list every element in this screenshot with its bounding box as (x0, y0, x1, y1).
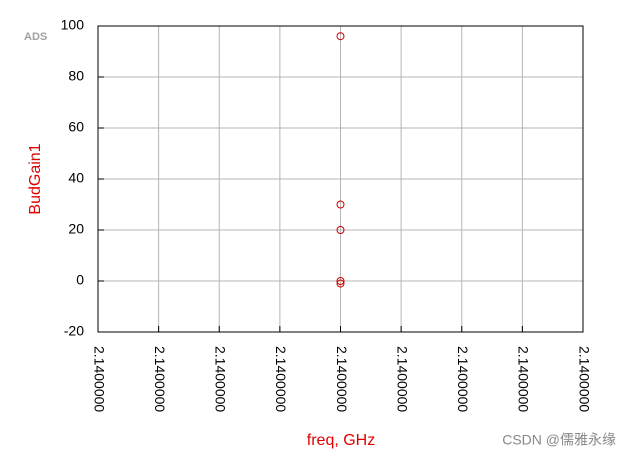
y-tick-label: 100 (61, 17, 85, 33)
x-tick-label: 2.1400000 (273, 346, 289, 412)
y-tick-label: 20 (68, 221, 84, 237)
y-tick-label: 60 (68, 119, 84, 135)
x-tick-label: 2.1400000 (455, 346, 471, 412)
point (336, 279, 345, 288)
x-tick-label: 2.1400000 (152, 346, 168, 412)
point (336, 277, 345, 285)
point (336, 32, 345, 41)
point (336, 200, 345, 209)
plot-frame (97, 25, 584, 333)
x-tick-label: 2.1400000 (576, 346, 592, 412)
y-tick-label: 80 (68, 68, 84, 84)
x-axis-label: freq, GHz (307, 432, 375, 449)
y-tick-label: 40 (68, 170, 84, 186)
y-tick-label: -20 (64, 323, 84, 339)
y-axis-label: BudGain1 (27, 143, 44, 214)
point (336, 226, 345, 234)
x-tick-label: 2.1400000 (516, 346, 532, 412)
x-tick-label: 2.1400000 (213, 346, 229, 412)
x-tick-label: 2.1400000 (334, 346, 350, 412)
brand-label: ADS (24, 31, 47, 43)
watermark: CSDN @儒雅永缘 (502, 432, 616, 448)
y-tick-label: 0 (76, 272, 84, 288)
x-tick-label: 2.1400000 (91, 346, 107, 412)
x-tick-label: 2.1400000 (394, 346, 410, 412)
